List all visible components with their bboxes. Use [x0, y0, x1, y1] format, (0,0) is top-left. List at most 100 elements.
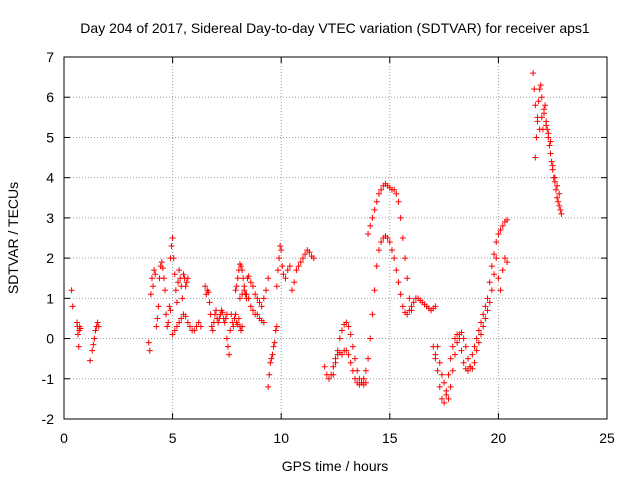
data-point-marker	[239, 323, 246, 330]
data-point-marker	[343, 319, 350, 326]
data-point-marker	[436, 383, 443, 390]
data-point-marker	[302, 251, 309, 258]
data-point-marker	[145, 339, 152, 346]
data-point-marker	[295, 263, 302, 270]
data-point-marker	[536, 86, 543, 93]
data-point-marker	[533, 134, 540, 141]
x-tick-label: 5	[169, 430, 177, 446]
data-point-marker	[258, 303, 265, 310]
data-point-marker	[148, 275, 155, 282]
x-tick-label: 20	[491, 430, 507, 446]
data-point-marker	[469, 365, 476, 372]
data-point-marker	[273, 283, 280, 290]
data-point-marker	[152, 271, 159, 278]
data-point-marker	[454, 339, 461, 346]
data-point-marker	[391, 255, 398, 262]
data-point-marker	[484, 307, 491, 314]
data-point-marker	[299, 255, 306, 262]
data-series	[87, 319, 102, 364]
data-point-marker	[556, 202, 563, 209]
data-point-marker	[558, 210, 565, 217]
data-point-marker	[215, 319, 222, 326]
data-point-marker	[501, 255, 508, 262]
data-point-marker	[209, 327, 216, 334]
data-point-marker	[325, 375, 332, 382]
data-point-marker	[443, 391, 450, 398]
data-point-marker	[352, 355, 359, 362]
data-point-marker	[362, 367, 369, 374]
data-point-marker	[345, 323, 352, 330]
data-point-marker	[249, 283, 256, 290]
data-point-marker	[233, 283, 240, 290]
data-point-marker	[478, 319, 485, 326]
data-point-marker	[95, 323, 102, 330]
data-point-marker	[343, 347, 350, 354]
data-point-marker	[267, 359, 274, 366]
data-point-marker	[163, 311, 170, 318]
data-point-marker	[254, 295, 261, 302]
data-point-marker	[486, 299, 493, 306]
data-point-marker	[367, 222, 374, 229]
data-point-marker	[272, 327, 279, 334]
data-point-marker	[555, 198, 562, 205]
data-point-marker	[349, 343, 356, 350]
data-point-marker	[495, 230, 502, 237]
data-point-marker	[332, 359, 339, 366]
data-point-marker	[282, 275, 289, 282]
data-point-marker	[184, 319, 191, 326]
data-point-marker	[232, 311, 239, 318]
data-point-marker	[239, 267, 246, 274]
data-point-marker	[406, 295, 413, 302]
data-point-marker	[227, 327, 234, 334]
data-point-marker	[260, 295, 267, 302]
y-tick-label: 5	[46, 129, 54, 145]
data-series	[232, 261, 272, 310]
data-point-marker	[491, 271, 498, 278]
data-point-marker	[146, 347, 153, 354]
data-point-marker	[273, 323, 280, 330]
y-tick-label: 6	[46, 89, 54, 105]
data-point-marker	[297, 259, 304, 266]
data-point-marker	[373, 198, 380, 205]
data-point-marker	[386, 239, 393, 246]
data-point-marker	[205, 289, 212, 296]
data-point-marker	[408, 307, 415, 314]
data-point-marker	[388, 247, 395, 254]
data-point-marker	[402, 255, 409, 262]
data-point-marker	[471, 359, 478, 366]
data-point-marker	[206, 299, 213, 306]
data-point-marker	[541, 106, 548, 113]
data-point-marker	[164, 323, 171, 330]
data-point-marker	[184, 275, 191, 282]
data-point-marker	[399, 235, 406, 241]
data-point-marker	[202, 283, 209, 290]
data-point-marker	[238, 327, 245, 334]
data-point-marker	[378, 186, 385, 193]
data-point-marker	[473, 347, 480, 354]
data-point-marker	[271, 339, 278, 346]
data-point-marker	[241, 287, 248, 294]
plot-area-border	[63, 56, 608, 420]
data-point-marker	[219, 309, 226, 316]
y-tick-label: -2	[42, 411, 55, 427]
data-point-marker	[495, 275, 502, 282]
data-point-marker	[445, 371, 452, 378]
data-point-marker	[245, 273, 252, 280]
data-point-marker	[151, 267, 158, 274]
data-point-marker	[545, 130, 552, 137]
data-point-marker	[482, 315, 489, 322]
data-point-marker	[167, 307, 174, 314]
data-point-marker	[256, 299, 263, 306]
data-point-marker	[537, 82, 544, 89]
data-point-marker	[266, 371, 273, 378]
data-point-marker	[547, 138, 554, 145]
data-point-marker	[249, 307, 256, 314]
data-point-marker	[170, 255, 177, 262]
data-point-marker	[538, 114, 545, 121]
data-point-marker	[445, 395, 452, 402]
data-series	[223, 311, 246, 358]
data-point-marker	[397, 214, 404, 221]
data-point-marker	[330, 371, 337, 378]
data-point-marker	[195, 319, 202, 326]
